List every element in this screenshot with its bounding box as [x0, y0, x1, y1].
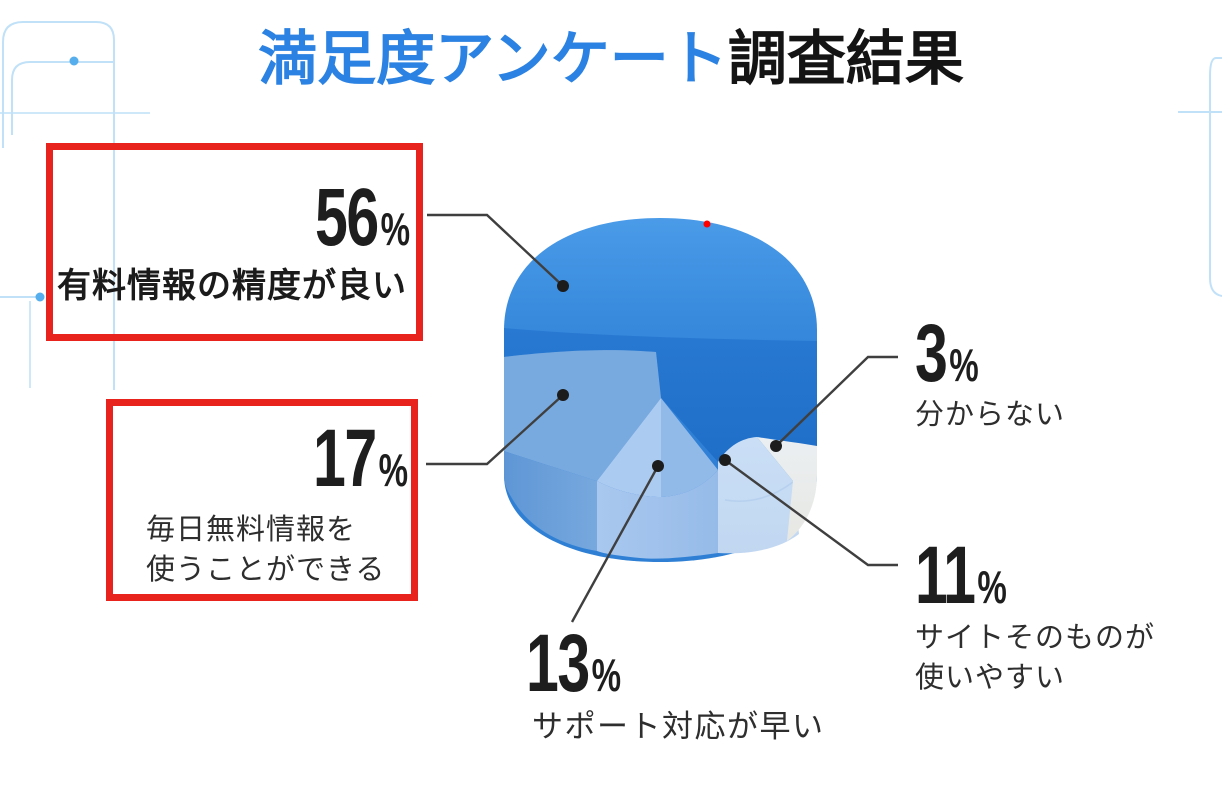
- callout-17-label-line2: 使うことができる: [146, 554, 386, 586]
- leader-line-17: [426, 394, 564, 466]
- callout-3-label: 分からない: [915, 399, 1066, 431]
- leader-line-56: [427, 213, 564, 287]
- leader-dot-3: [770, 440, 782, 452]
- decoration-dot-mid: [35, 292, 45, 302]
- pie-slice-11-edge: [724, 481, 794, 502]
- pie-slice-3: [757, 437, 817, 541]
- leader-dot-17: [557, 389, 569, 401]
- red-marker-dot: [703, 220, 711, 228]
- leader-line-13: [570, 465, 660, 623]
- leader-dot-56: [557, 280, 569, 292]
- callout-13-unit: %: [591, 649, 622, 701]
- highlight-box-56: [46, 143, 423, 341]
- pie-slice-13-roof-left: [597, 398, 661, 497]
- title-highlight: 満足度アンケート: [258, 26, 728, 92]
- decoration-rounded-bracket-outer: [2, 21, 115, 390]
- callout-56-label: 有料情報の精度が良い: [57, 267, 407, 305]
- callout-11-value: 11: [915, 530, 976, 621]
- callout-3-unit: %: [949, 339, 979, 391]
- callout-11-unit: %: [977, 561, 1007, 613]
- decoration-lines-left: [0, 21, 150, 390]
- leader-dots: [557, 280, 782, 472]
- callout-17-unit: %: [378, 444, 408, 496]
- decoration-rounded-bracket-right: [1209, 57, 1222, 297]
- callout-17-label: 毎日無料情報を 使うことができる: [146, 510, 385, 590]
- pie-slice-13-wall: [597, 470, 718, 559]
- leader-dot-13: [652, 460, 664, 472]
- decoration-rounded-bracket-inner: [11, 61, 114, 135]
- leader-line-11: [724, 459, 898, 567]
- page-title: 満足度アンケート調査結果: [0, 24, 1222, 94]
- decoration-dot-top: [69, 56, 79, 66]
- callout-3-value: 3: [915, 308, 948, 399]
- pie-chart: [504, 218, 817, 562]
- pie-slice-17-wall: [504, 451, 597, 551]
- callout-17-value: 17: [312, 413, 377, 504]
- callout-17-label-line1: 毎日無料情報を: [146, 514, 357, 546]
- leader-line-3: [775, 355, 898, 447]
- callout-3-percent: 3%: [915, 313, 1004, 395]
- callout-11-label-line1: サイトそのものが: [915, 622, 1156, 654]
- callout-56-percent: 56%: [95, 177, 410, 259]
- leader-lines: [426, 213, 898, 623]
- callout-13-percent: 13%: [526, 623, 658, 705]
- callout-11-label-line2: 使いやすい: [915, 662, 1066, 694]
- pie-slice-11: [718, 437, 799, 554]
- pie-slice-56-inner-wall: [504, 328, 817, 462]
- callout-56-value: 56: [314, 172, 379, 263]
- title-suffix: 調査結果: [727, 26, 964, 92]
- callout-17-percent: 17%: [95, 418, 408, 500]
- callout-11-percent: 11%: [915, 535, 1043, 617]
- callout-13-label: サポート対応が早い: [532, 709, 825, 744]
- callout-56-unit: %: [380, 203, 410, 255]
- leader-dot-11: [719, 454, 731, 466]
- pie-slice-13-roof-right: [661, 398, 718, 497]
- highlight-box-17: [106, 399, 418, 601]
- callout-13-value: 13: [526, 618, 590, 709]
- decoration-lines-right: [1178, 57, 1222, 297]
- callout-11-label: サイトそのものが 使いやすい: [915, 618, 1155, 698]
- pie-slice-17-top: [504, 350, 661, 481]
